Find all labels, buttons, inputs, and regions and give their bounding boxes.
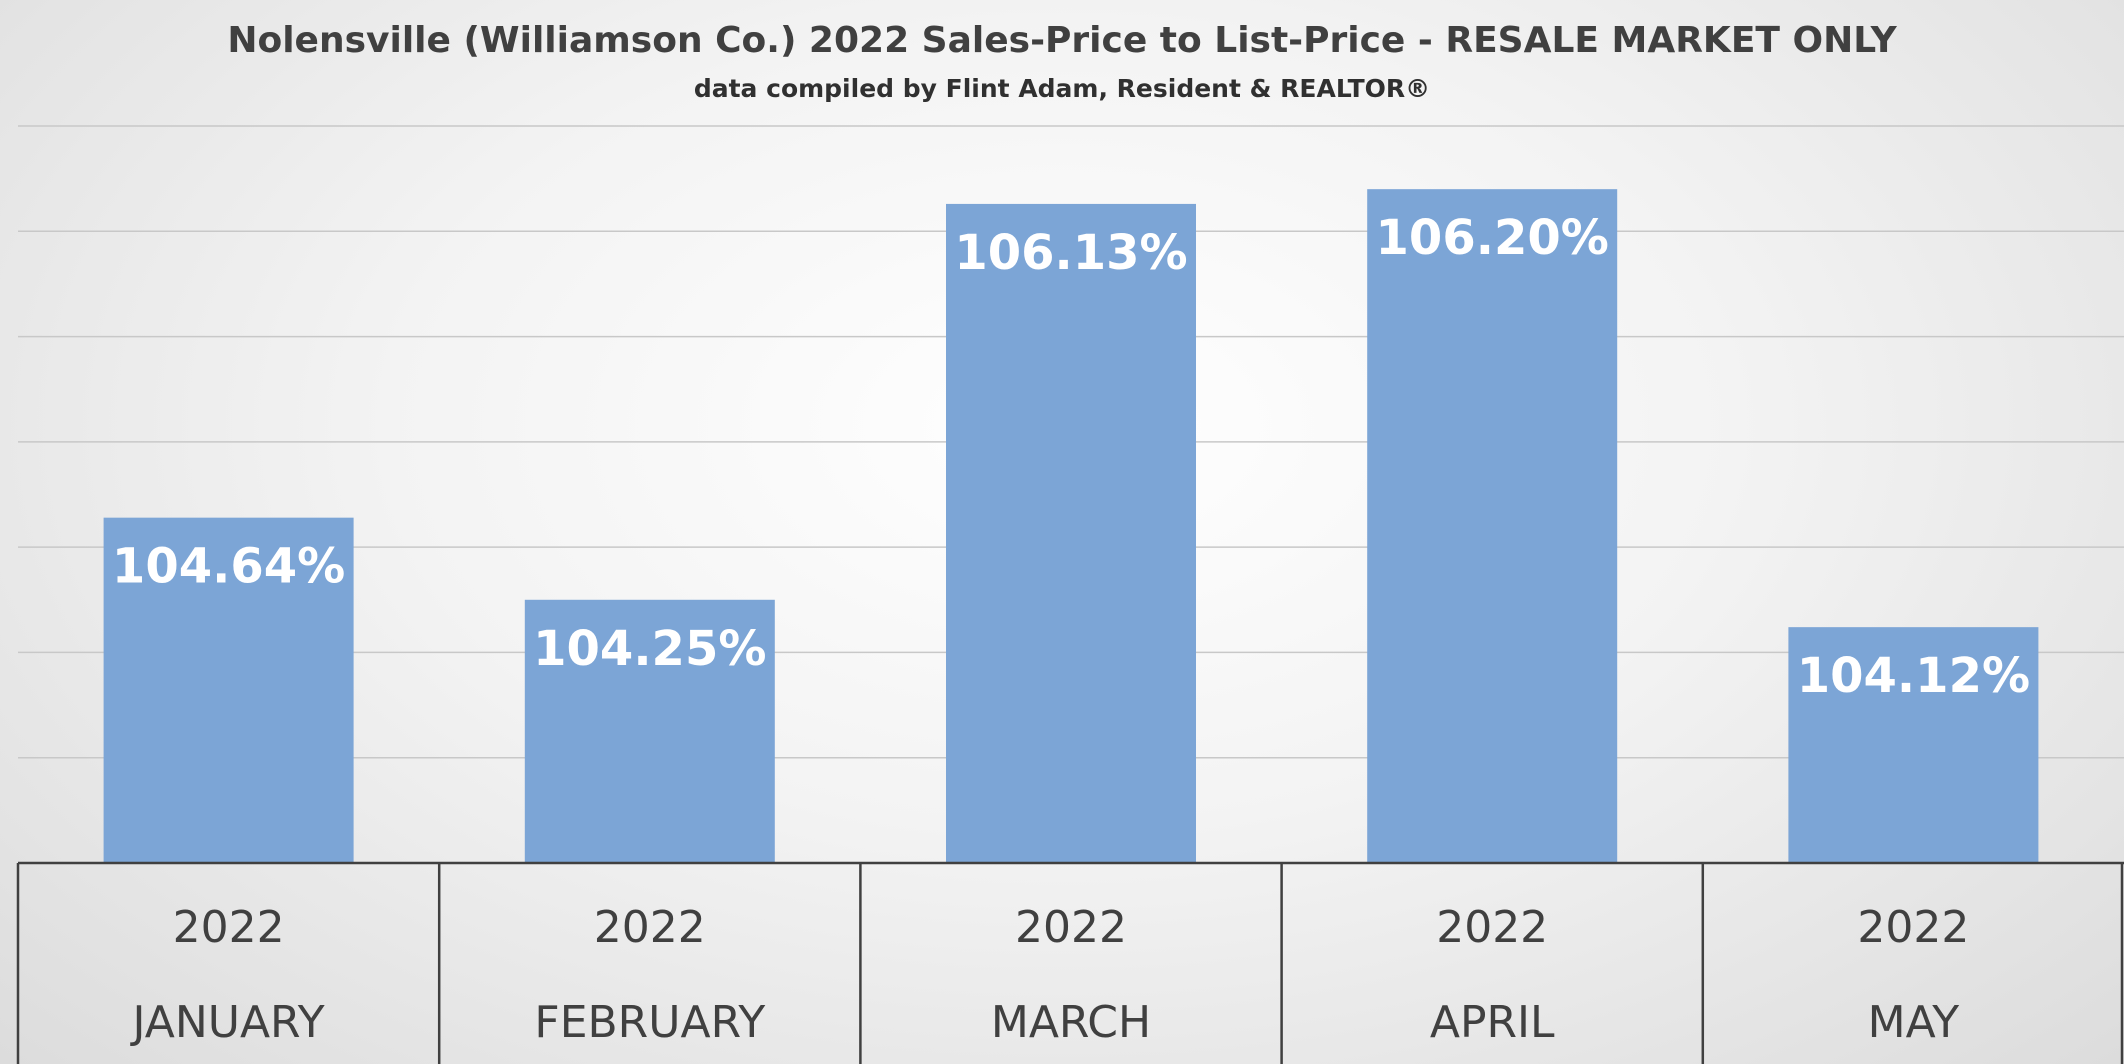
tick-label-month: JANUARY bbox=[130, 997, 325, 1048]
bar-may bbox=[1788, 627, 2039, 863]
tick-label-year: 2022 bbox=[1857, 902, 1969, 953]
tick-label-year: 2022 bbox=[594, 902, 706, 953]
bar-march bbox=[946, 203, 1196, 863]
bar-april bbox=[1367, 189, 1618, 863]
chart-subtitle: data compiled by Flint Adam, Resident & … bbox=[694, 74, 1430, 103]
tick-label-year: 2022 bbox=[1015, 902, 1127, 953]
data-label-february: 104.25% bbox=[533, 621, 766, 677]
bars: 104.64% 104.25% 106.13% 106.20% 104.12% bbox=[103, 189, 2039, 863]
tick-label-year: 2022 bbox=[1436, 902, 1548, 953]
tick-label-month: MAY bbox=[1868, 997, 1960, 1048]
bar-january bbox=[103, 517, 354, 863]
data-label-march: 106.13% bbox=[954, 225, 1187, 281]
bar-february bbox=[524, 599, 775, 863]
data-label-april: 106.20% bbox=[1376, 210, 1609, 266]
tick-label-month: APRIL bbox=[1430, 997, 1555, 1048]
data-label-may: 104.12% bbox=[1797, 648, 2030, 704]
tick-label-year: 2022 bbox=[173, 902, 285, 953]
chart-title: Nolensville (Williamson Co.) 2022 Sales-… bbox=[227, 20, 1897, 61]
tick-label-month: FEBRUARY bbox=[534, 997, 765, 1048]
x-axis: 2022 JANUARY 2022 FEBRUARY 2022 MARCH 2022 APRI… bbox=[16, 861, 2124, 1064]
data-label-january: 104.64% bbox=[112, 539, 345, 595]
tick-label-month: MARCH bbox=[991, 997, 1151, 1048]
